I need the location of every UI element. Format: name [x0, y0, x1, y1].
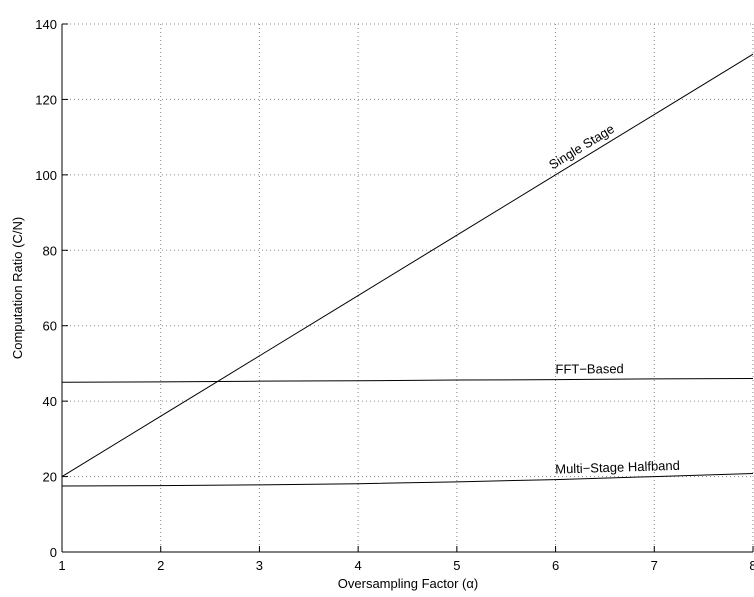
series-label: Single Stage — [546, 121, 617, 172]
series-label: FFT−Based — [555, 361, 623, 377]
x-tick-label: 7 — [651, 558, 658, 573]
series-line — [61, 473, 754, 487]
x-tick-label: 1 — [58, 558, 65, 573]
series-label: Multi−Stage Halfband — [555, 458, 680, 477]
series-line — [61, 53, 754, 477]
y-tick-label: 20 — [43, 470, 57, 485]
x-tick-label: 6 — [552, 558, 559, 573]
x-tick-label: 3 — [256, 558, 263, 573]
y-tick-label: 80 — [43, 243, 57, 258]
x-tick-label: 8 — [749, 558, 754, 573]
y-tick-label: 0 — [50, 545, 57, 560]
y-axis-label: Computation Ratio (C/N) — [10, 217, 25, 359]
x-axis-label: Oversampling Factor (α) — [338, 576, 478, 591]
x-tick-label: 2 — [157, 558, 164, 573]
y-tick-label: 40 — [43, 394, 57, 409]
y-tick-label: 100 — [35, 168, 57, 183]
x-tick-label: 4 — [355, 558, 362, 573]
y-tick-label: 120 — [35, 92, 57, 107]
y-tick-label: 60 — [43, 319, 57, 334]
y-tick-label: 140 — [35, 17, 57, 32]
x-tick-label: 5 — [453, 558, 460, 573]
series-line — [61, 378, 754, 383]
